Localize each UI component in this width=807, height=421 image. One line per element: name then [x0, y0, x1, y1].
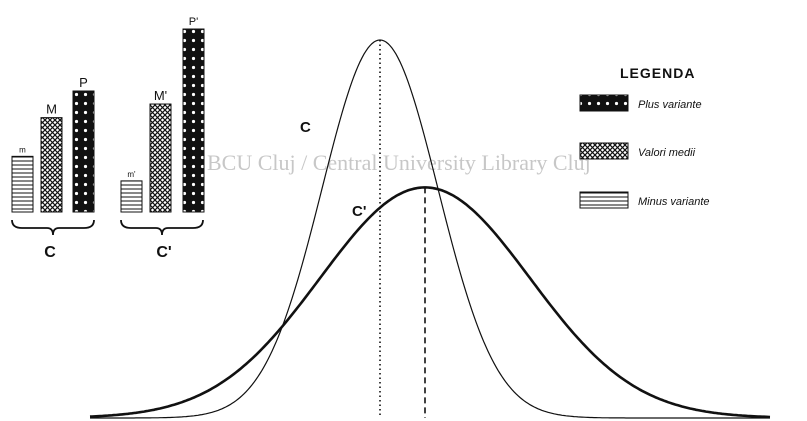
curve-label-c: C [300, 119, 311, 136]
legend: LEGENDA Plus variante Valori medii Minus… [579, 65, 710, 209]
legend-label-medi: Valori medii [638, 147, 696, 159]
bar-P-prime [182, 28, 205, 213]
distribution-curves: C C' [89, 39, 771, 419]
curve-label-c-prime: C' [352, 203, 366, 220]
group-label-c: C [44, 244, 56, 261]
bar-label-m: m [19, 145, 26, 154]
curve-c-prime [89, 186, 771, 419]
bar-P [72, 90, 95, 213]
legend-title: LEGENDA [620, 65, 695, 81]
bar-m [11, 155, 34, 213]
group-brace-c-prime [120, 219, 204, 236]
legend-swatch-plus [579, 94, 629, 112]
bar-label-P-prime: P' [189, 16, 198, 28]
bar-label-M-prime: M' [154, 88, 167, 103]
bar-m-prime [120, 180, 143, 213]
legend-label-plus: Plus variante [638, 99, 702, 111]
group-brace-c [11, 219, 95, 236]
bar-M-prime [149, 103, 172, 213]
watermark: BCU Cluj / Central University Library Cl… [207, 150, 591, 175]
bar-label-m-prime: m' [127, 170, 136, 179]
legend-swatch-medi [579, 142, 629, 160]
legend-label-minus: Minus variante [638, 196, 710, 208]
bar-groups: m M P Cm' M' P' C' [11, 16, 205, 261]
legend-swatch-minus [579, 191, 629, 209]
curve-c [90, 39, 770, 419]
bar-M [40, 117, 63, 213]
bar-label-M: M [46, 102, 57, 117]
group-label-c-prime: C' [156, 244, 171, 261]
bar-label-P: P [79, 75, 88, 90]
